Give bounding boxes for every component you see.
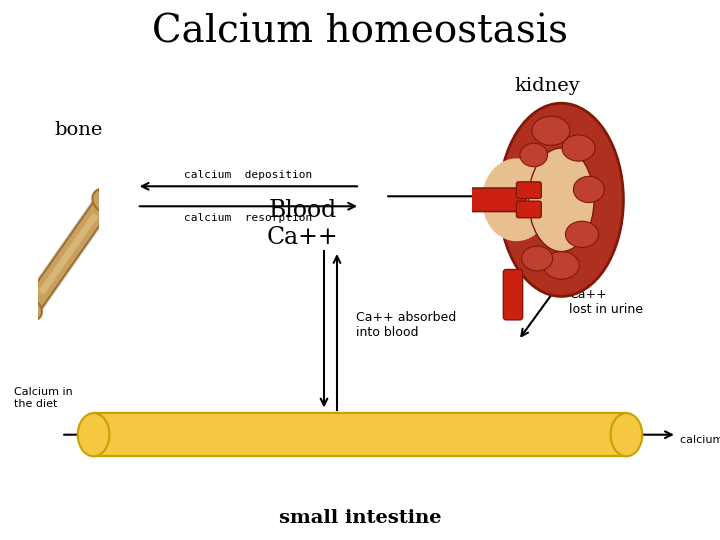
Text: kidney: kidney	[514, 77, 580, 96]
Text: Ca++
lost in urine: Ca++ lost in urine	[569, 288, 643, 316]
Ellipse shape	[611, 413, 642, 456]
Text: calcium lost in feces: calcium lost in feces	[680, 435, 720, 445]
Text: small intestine: small intestine	[279, 509, 441, 528]
Text: calcium  resorption: calcium resorption	[184, 213, 312, 223]
Text: Calcium homeostasis: Calcium homeostasis	[152, 14, 568, 51]
Text: Blood
Ca++: Blood Ca++	[266, 199, 338, 249]
Text: bone: bone	[54, 120, 102, 139]
Ellipse shape	[78, 413, 109, 456]
Text: Ca++ absorbed
into blood: Ca++ absorbed into blood	[356, 312, 456, 339]
Text: calcium  deposition: calcium deposition	[184, 170, 312, 180]
Text: Calcium in
the diet: Calcium in the diet	[14, 387, 73, 409]
FancyBboxPatch shape	[94, 413, 626, 456]
